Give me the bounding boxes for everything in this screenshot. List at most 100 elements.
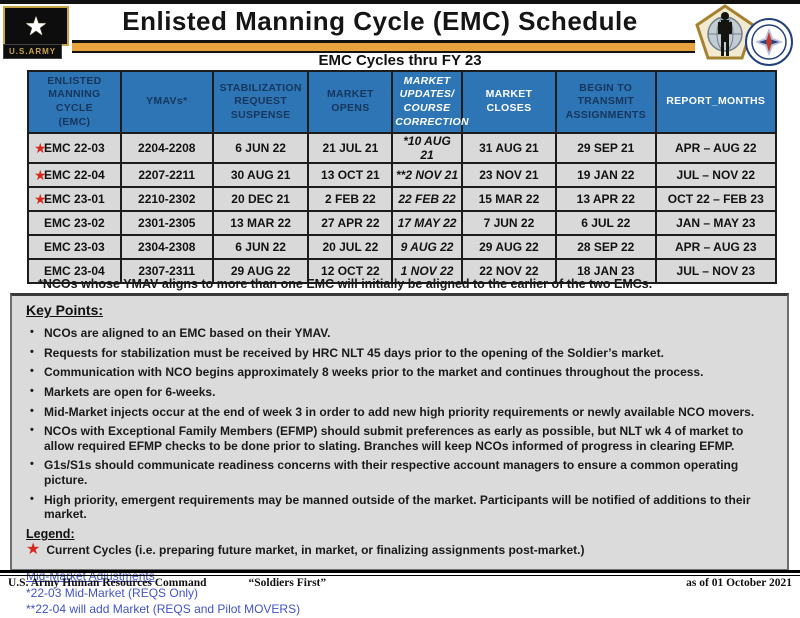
table-row: EMC 23-03 2304-2308 6 JUN 22 20 JUL 22 9 AUG… bbox=[27, 234, 778, 260]
table-cell: 1 NOV 22 bbox=[391, 258, 463, 284]
table-cell: 2307-2311 bbox=[119, 258, 214, 284]
table-cell: 21 JUL 21 bbox=[307, 132, 394, 164]
current-cycle-star-icon: ★ bbox=[34, 140, 47, 156]
us-army-logo: ★ U.S.ARMY bbox=[3, 6, 73, 59]
current-cycle-star-icon: ★ bbox=[34, 167, 47, 183]
table-cell: ★ EMC 23-01 bbox=[27, 186, 122, 212]
bullet-icon: • bbox=[30, 345, 34, 358]
table-row: EMC 23-04 2307-2311 29 AUG 22 12 OCT 22 1 NO… bbox=[27, 258, 778, 284]
table-cell: JAN – MAY 23 bbox=[654, 210, 778, 236]
table-cell: APR – AUG 22 bbox=[654, 132, 778, 164]
footer-command-name: U.S. Army Human Resources Command bbox=[8, 577, 207, 589]
table-cell: OCT 22 – FEB 23 bbox=[654, 186, 778, 212]
column-header: ENLISTED MANNING CYCLE (EMC) bbox=[27, 70, 122, 134]
table-row: ★ EMC 22-03 2204-2208 6 JUN 22 21 JUL 21 *10 … bbox=[27, 132, 778, 164]
table-cell: 18 JAN 23 bbox=[555, 258, 657, 284]
key-points-list: • NCOs are aligned to an EMC based on the… bbox=[26, 326, 773, 522]
column-header: REPORT_MONTHS bbox=[654, 70, 778, 134]
table-body: ★ EMC 22-03 2204-2208 6 JUN 22 21 JUL 21 *10 … bbox=[27, 132, 778, 284]
table-cell: 30 AUG 21 bbox=[211, 162, 310, 188]
current-cycle-star-icon: ★ bbox=[34, 191, 47, 207]
key-point-item: • NCOs with Exceptional Family Members (E… bbox=[30, 424, 744, 453]
table-cell: 6 JUL 22 bbox=[555, 210, 657, 236]
table-cell: 29 AUG 22 bbox=[460, 234, 558, 260]
table-cell: 23 NOV 21 bbox=[460, 162, 558, 188]
table-cell: **2 NOV 21 bbox=[391, 162, 463, 188]
table-cell: 13 MAR 22 bbox=[211, 210, 310, 236]
table-cell: 2 FEB 22 bbox=[307, 186, 394, 212]
table-cell: 7 JUN 22 bbox=[460, 210, 558, 236]
current-cycle-star-icon: ★ bbox=[26, 540, 41, 558]
key-point-item: • Communication with NCO begins approxima… bbox=[30, 365, 704, 380]
emc-schedule-table: ENLISTED MANNING CYCLE (EMC) YMAVs* STABIL… bbox=[27, 70, 778, 284]
table-cell: 17 MAY 22 bbox=[391, 210, 463, 236]
column-header: YMAVs* bbox=[119, 70, 214, 134]
table-cell: EMC 23-02 bbox=[27, 210, 122, 236]
table-cell: 15 MAR 22 bbox=[460, 186, 558, 212]
table-cell: 19 JAN 22 bbox=[555, 162, 657, 188]
table-cell: APR – AUG 23 bbox=[654, 234, 778, 260]
table-cell: 20 DEC 21 bbox=[211, 186, 310, 212]
army-logo-label: U.S.ARMY bbox=[3, 44, 63, 59]
table-cell: 22 FEB 22 bbox=[391, 186, 463, 212]
table-cell: 9 AUG 22 bbox=[391, 234, 463, 260]
army-star-badge: ★ bbox=[3, 6, 69, 46]
bullet-icon: • bbox=[30, 384, 34, 397]
key-points-panel: Key Points: • NCOs are aligned to an EMC … bbox=[10, 293, 789, 616]
table-cell: 27 APR 22 bbox=[307, 210, 394, 236]
page-top-border bbox=[0, 0, 800, 4]
footer-rule-thick bbox=[0, 570, 800, 573]
table-cell: EMC 23-04 bbox=[27, 258, 122, 284]
legend-current-cycles: ★ Current Cycles (i.e. preparing future … bbox=[26, 540, 773, 558]
table-cell: 2204-2208 bbox=[119, 132, 214, 164]
bullet-icon: • bbox=[30, 365, 34, 378]
key-point-item: • Mid-Market injects occur at the end of … bbox=[30, 404, 755, 419]
column-header: BEGIN TO TRANSMIT ASSIGNMENTS bbox=[555, 70, 657, 134]
hrc-emblems bbox=[685, 4, 800, 66]
title-banner: ★ U.S.ARMY Enlisted Manning Cycle (EMC) … bbox=[0, 4, 800, 66]
table-cell: 28 SEP 22 bbox=[555, 234, 657, 260]
table-row: ★ EMC 23-01 2210-2302 20 DEC 21 2 FEB 22 22 F… bbox=[27, 186, 778, 212]
table-cell: 13 OCT 21 bbox=[307, 162, 394, 188]
legend-heading: Legend: bbox=[26, 526, 75, 541]
table-row: ★ EMC 22-04 2207-2211 30 AUG 21 13 OCT 21 **2… bbox=[27, 162, 778, 188]
table-cell: ★ EMC 22-04 bbox=[27, 162, 122, 188]
army-star-icon: ★ bbox=[24, 11, 48, 41]
table-cell: *10 AUG 21 bbox=[391, 132, 463, 164]
table-cell: EMC 23-03 bbox=[27, 234, 122, 260]
table-cell: 31 AUG 21 bbox=[460, 132, 558, 164]
table-cell: 2304-2308 bbox=[119, 234, 214, 260]
table-cell: 22 NOV 22 bbox=[460, 258, 558, 284]
table-cell: 2210-2302 bbox=[119, 186, 214, 212]
table-row: EMC 23-02 2301-2305 13 MAR 22 27 APR 22 17 M… bbox=[27, 210, 778, 236]
gold-divider-bar bbox=[72, 40, 695, 53]
table-cell: JUL – NOV 23 bbox=[654, 258, 778, 284]
key-points-heading: Key Points: bbox=[26, 302, 104, 318]
hrc-pentagon-emblem bbox=[695, 4, 755, 60]
table-footnote: *NCOs whose YMAV aligns to more than one… bbox=[38, 277, 653, 291]
bullet-icon: • bbox=[30, 492, 34, 505]
table-cell: ★ EMC 22-03 bbox=[27, 132, 122, 164]
table-cell: 12 OCT 22 bbox=[307, 258, 394, 284]
column-header: MARKET CLOSES bbox=[460, 70, 558, 134]
key-point-item: • NCOs are aligned to an EMC based on the… bbox=[30, 326, 331, 340]
table-cell: 20 JUL 22 bbox=[307, 234, 394, 260]
table-cell: 13 APR 22 bbox=[555, 186, 657, 212]
table-cell: 29 SEP 21 bbox=[555, 132, 657, 164]
footer-motto: “Soldiers First” bbox=[248, 577, 327, 589]
hrc-seal-emblem bbox=[745, 18, 793, 66]
bullet-icon: • bbox=[30, 404, 34, 417]
table-cell: 29 AUG 22 bbox=[211, 258, 310, 284]
page-title: Enlisted Manning Cycle (EMC) Schedule bbox=[122, 6, 638, 36]
key-point-item: • G1s/S1s should communicate readiness co… bbox=[30, 458, 739, 487]
key-point-item: • Requests for stabilization must be rece… bbox=[30, 345, 664, 360]
table-cell: 2301-2305 bbox=[119, 210, 214, 236]
column-header: MARKET UPDATES/ COURSE CORRECTION bbox=[391, 70, 469, 134]
key-point-item: • Markets are open for 6-weeks. bbox=[30, 384, 216, 399]
legend-current-cycles-text: Current Cycles (i.e. preparing future ma… bbox=[46, 542, 585, 557]
table-cell: JUL – NOV 22 bbox=[654, 162, 778, 188]
table-cell: 6 JUN 22 bbox=[211, 132, 310, 164]
key-point-item: • High priority, emergent requirements ma… bbox=[30, 492, 751, 522]
table-cell: 2207-2211 bbox=[119, 162, 214, 188]
table-subtitle: EMC Cycles thru FY 23 bbox=[318, 52, 482, 69]
